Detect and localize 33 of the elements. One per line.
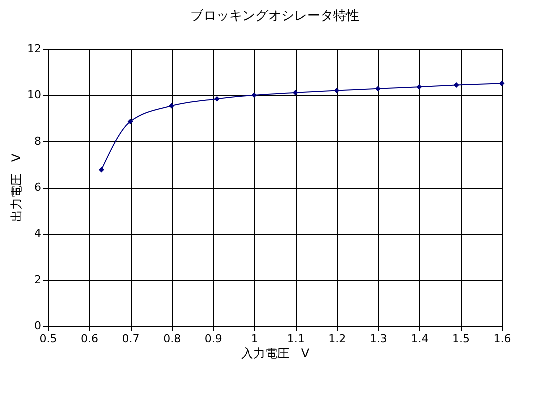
- point: [292, 90, 298, 96]
- y-tick-label: 10: [28, 88, 42, 102]
- chart-title: ブロッキングオシレータ特性: [190, 9, 360, 24]
- x-tick-label: 1.5: [452, 332, 470, 346]
- x-tick-label: 0.6: [81, 332, 99, 346]
- point: [454, 82, 460, 88]
- y-tick-label: 4: [34, 227, 42, 240]
- x-tick-label: 1.1: [287, 332, 305, 346]
- y-axis-title: 出力電圧 V: [10, 153, 24, 222]
- point: [499, 80, 505, 86]
- point: [128, 118, 134, 124]
- x-tick-label: 0.9: [204, 332, 222, 346]
- x-axis-title: 入力電圧 V: [241, 346, 310, 360]
- point: [375, 86, 381, 92]
- y-tick-label: 6: [34, 181, 42, 194]
- x-tick-label: 1.6: [494, 332, 512, 346]
- point: [169, 103, 175, 109]
- x-tick-label: 0.7: [122, 332, 140, 346]
- y-tick-label: 2: [34, 273, 42, 286]
- x-tick-label: 1.4: [411, 332, 429, 346]
- point: [252, 92, 258, 98]
- point: [416, 84, 422, 90]
- point: [334, 88, 340, 94]
- x-tick-label: 0.8: [164, 332, 182, 346]
- y-tick-label: 12: [28, 42, 42, 56]
- x-tick-label: 1.2: [328, 332, 346, 346]
- point: [98, 167, 104, 173]
- y-tick-label: 8: [34, 134, 42, 148]
- x-tick-label: 1.3: [370, 332, 388, 346]
- x-tick-label: 1: [251, 332, 258, 346]
- x-tick-label: 0.5: [40, 332, 58, 346]
- point: [214, 96, 220, 102]
- y-tick-label: 0: [34, 320, 42, 332]
